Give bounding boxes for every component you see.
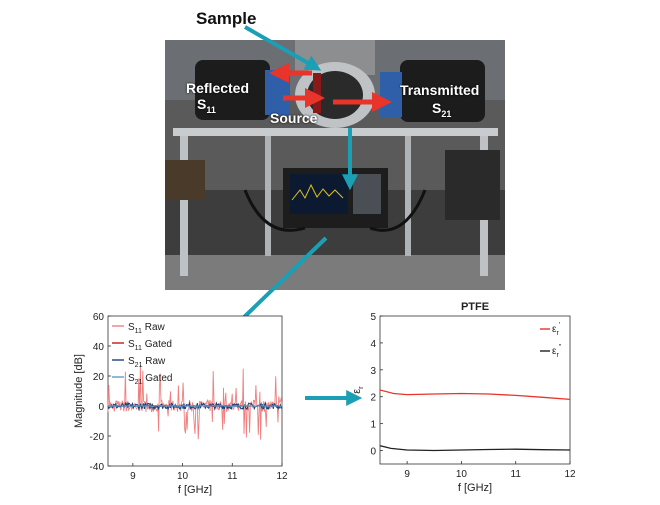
legend-label: S11 Gated [128,339,172,352]
y-tick-label: -20 [90,432,105,443]
legend-label: εr' [552,322,560,337]
sparam-plot: 9 10 11 12 -40 -20 0 20 40 60 f [GHz] Magnitude [dB… [73,312,288,496]
series-line-er-real [379,389,571,401]
y-tick-label: 40 [93,342,105,353]
s21-label: S21 [432,100,452,119]
legend-label: εr" [552,344,562,359]
x-tick-label: 11 [511,469,522,480]
series-line-er-imag [379,445,571,452]
legend-label: S11 Raw [128,322,166,335]
x-tick-label: 12 [564,469,576,480]
y-tick-label: 60 [93,312,105,323]
x-tick-label: 9 [404,469,410,480]
legend-label: S21 Raw [128,356,166,369]
setup-photo [165,40,505,290]
y-tick-label: 0 [370,447,376,458]
plot-frame [107,315,283,467]
x-axis-label: f [GHz] [458,482,492,494]
y-axis-label: Magnitude [dB] [73,354,85,428]
x-tick-label: 10 [456,469,468,480]
reflected-label: Reflected [186,80,250,96]
legend-label: S21 Gated [128,373,173,386]
y-tick-label: 20 [93,372,105,383]
y-tick-label: 1 [370,420,376,431]
y-tick-label: 4 [370,339,376,350]
source-label: Source [270,110,318,126]
x-tick-label: 11 [227,471,238,482]
sparam-chart: 9 10 11 12 -40 -20 0 20 40 60 f [GHz] Magnitude [dB… [60,300,295,500]
permittivity-chart: 9 10 11 12 0 1 2 3 4 5 f [GHz] εr PTFE εr' εr" [350,296,585,500]
plot-frame [379,315,571,465]
transmitted-label: Transmitted [400,82,480,98]
y-axis-label: εr [351,386,365,394]
y-tick-label: -40 [90,462,105,473]
x-tick-label: 10 [177,471,189,482]
sample-label: Sample [196,9,257,28]
x-axis-label: f [GHz] [178,484,212,496]
y-tick-label: 3 [370,366,376,377]
x-tick-label: 9 [130,471,136,482]
y-tick-label: 2 [370,393,376,404]
chart-title: PTFE [461,301,489,313]
y-tick-label: 5 [370,312,376,323]
x-tick-label: 12 [276,471,288,482]
y-tick-label: 0 [98,402,104,413]
series-line-s21-gated [107,404,283,408]
s11-label: S11 [197,96,216,115]
